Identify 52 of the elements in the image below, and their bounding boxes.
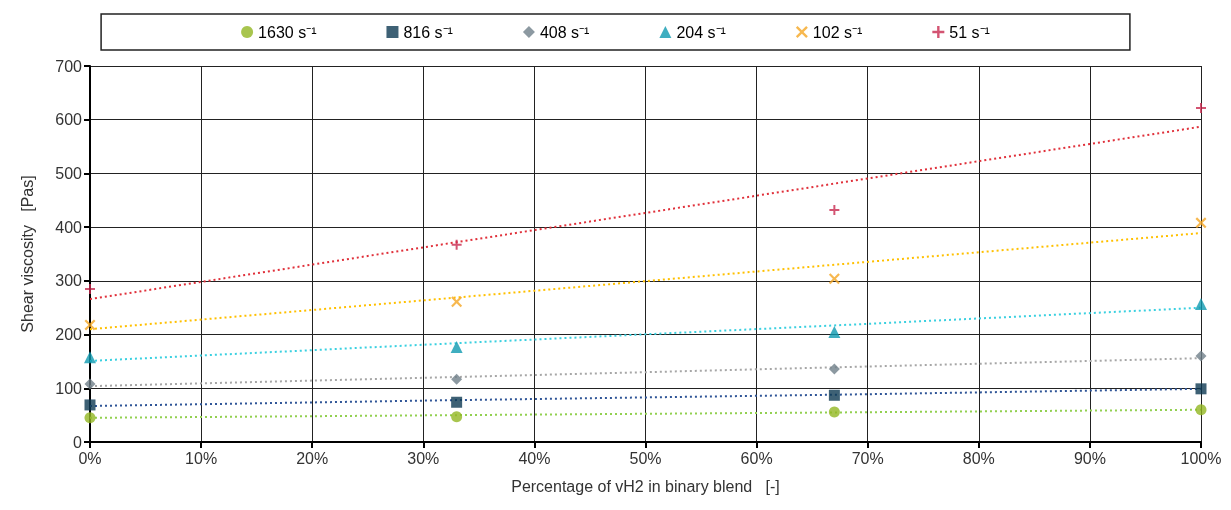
legend-label: 204 s⁻¹ [676,23,726,41]
x-tick-label: 0% [78,449,102,467]
point [1195,404,1207,416]
y-tick-label: 300 [55,272,83,290]
point [84,412,96,424]
point [451,396,463,408]
y-axis-title: Shear viscosity [Pas] [18,175,36,333]
y-tick-label: 400 [55,218,83,236]
point [451,296,463,308]
x-tick-label: 80% [962,449,995,467]
x-tick-label: 40% [518,449,551,467]
point [450,340,463,353]
point [828,389,840,401]
point [84,378,96,390]
legend-label: 408 s⁻¹ [539,23,590,41]
legend-label: 816 s⁻¹ [403,23,453,41]
point [1196,102,1206,113]
x-tick-label: 90% [1073,449,1106,467]
x-tick-label: 20% [296,449,329,467]
point [451,239,462,250]
legend-label: 102 s⁻¹ [812,23,863,41]
point [84,319,96,331]
point [828,363,840,375]
y-tick-label: 700 [55,57,83,75]
point [451,411,463,423]
point [1195,217,1207,229]
line-series [89,125,1202,301]
point [451,373,463,385]
legend-label: 51 s⁻¹ [949,23,990,41]
x-axis-title: Percentage of vH2 in binary blend [-] [511,477,780,495]
y-tick-label: 600 [55,111,83,129]
x-tick-label: 30% [407,449,440,467]
y-tick-label: 200 [55,326,83,344]
point [1195,350,1207,362]
point [1195,297,1207,310]
point [85,283,95,294]
point [829,204,840,215]
point [84,399,96,411]
x-tick-label: 10% [185,449,218,467]
y-tick-label: 100 [55,379,83,397]
x-tick-label: 60% [740,449,773,467]
y-tick-label: 0 [73,433,83,451]
point [1195,383,1207,395]
legend-label: 1630 s⁻¹ [258,23,317,41]
point [828,273,840,285]
point [828,406,840,418]
x-tick-label: 100% [1180,449,1222,467]
x-tick-label: 70% [851,449,884,467]
x-tick-label: 50% [629,449,662,467]
point [84,351,96,364]
point [828,325,841,338]
y-tick-label: 500 [55,164,83,182]
